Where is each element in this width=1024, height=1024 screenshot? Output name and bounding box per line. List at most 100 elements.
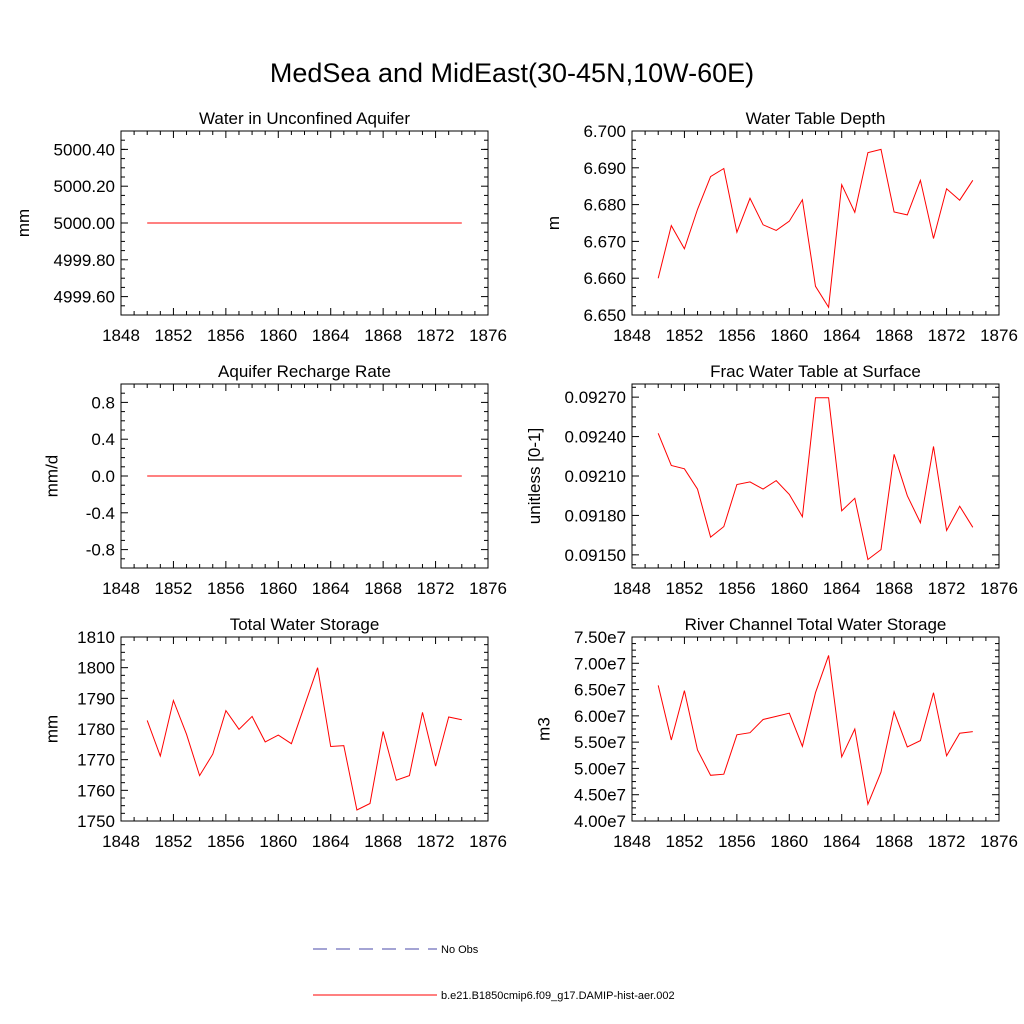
x-tick-label: 1864 xyxy=(312,326,350,345)
y-axis-label: m xyxy=(544,216,563,230)
y-tick-label: 0.4 xyxy=(91,430,115,449)
panel-title: Water in Unconfined Aquifer xyxy=(199,109,410,128)
y-tick-label: 0.0 xyxy=(91,467,115,486)
y-tick-label: -0.4 xyxy=(86,504,115,523)
y-tick-label: 1780 xyxy=(77,720,115,739)
panel-title: Aquifer Recharge Rate xyxy=(218,362,391,381)
x-tick-label: 1848 xyxy=(613,326,651,345)
x-tick-label: 1872 xyxy=(928,579,966,598)
y-tick-label: 5.50e7 xyxy=(574,733,626,752)
panel-6: River Channel Total Water Storage 1848 185… xyxy=(535,615,1018,851)
series-line xyxy=(657,148,974,309)
panels: Water in Unconfined Aquifer 1848 1852 1856 1… xyxy=(14,109,1018,851)
y-tick-label: 6.50e7 xyxy=(574,681,626,700)
panel-4: Frac Water Table at Surface 1848 1852 1856 1… xyxy=(525,362,1018,598)
x-tick-label: 1848 xyxy=(102,832,140,851)
x-tick-label: 1868 xyxy=(875,326,913,345)
y-tick-label: 6.690 xyxy=(583,159,626,178)
x-tick-label: 1876 xyxy=(469,832,507,851)
x-tick-label: 1868 xyxy=(875,832,913,851)
x-tick-label: 1864 xyxy=(823,832,861,851)
y-tick-label: 7.00e7 xyxy=(574,654,626,673)
series-line xyxy=(146,667,462,811)
plot-frame xyxy=(631,130,1000,316)
y-tick-label: 5000.20 xyxy=(54,177,115,196)
x-tick-label: 1852 xyxy=(666,832,704,851)
x-tick-label: 1876 xyxy=(980,326,1018,345)
x-tick-label: 1860 xyxy=(259,579,297,598)
x-tick-label: 1848 xyxy=(102,579,140,598)
x-tick-label: 1860 xyxy=(259,326,297,345)
y-axis-label: m3 xyxy=(535,717,554,741)
plot-frame xyxy=(631,636,1000,822)
x-tick-label: 1876 xyxy=(980,579,1018,598)
plot-frame xyxy=(120,636,489,822)
panel-5: Total Water Storage 1848 1852 1856 1860 1864 1… xyxy=(42,615,507,851)
y-tick-label: 1790 xyxy=(77,689,115,708)
x-tick-label: 1864 xyxy=(312,832,350,851)
panel-3: Aquifer Recharge Rate 1848 1852 1856 1860 186… xyxy=(42,362,507,598)
x-tick-label: 1860 xyxy=(770,579,808,598)
y-tick-label: 6.700 xyxy=(583,122,626,141)
y-tick-label: 6.660 xyxy=(583,269,626,288)
x-tick-label: 1860 xyxy=(770,326,808,345)
y-tick-label: 7.50e7 xyxy=(574,628,626,647)
series-line xyxy=(657,397,974,561)
panel-2: Water Table Depth 1848 1852 1856 1860 1864 186… xyxy=(544,109,1018,345)
y-tick-label: 0.8 xyxy=(91,393,115,412)
x-tick-label: 1872 xyxy=(417,832,455,851)
y-tick-label: 4.50e7 xyxy=(574,786,626,805)
x-tick-label: 1848 xyxy=(613,579,651,598)
x-tick-label: 1852 xyxy=(155,326,193,345)
panel-title: River Channel Total Water Storage xyxy=(685,615,947,634)
x-tick-label: 1868 xyxy=(875,579,913,598)
y-tick-label: 5000.40 xyxy=(54,140,115,159)
panel-title: Water Table Depth xyxy=(746,109,886,128)
panel-title: Total Water Storage xyxy=(230,615,380,634)
x-tick-label: 1856 xyxy=(718,326,756,345)
series-line xyxy=(657,655,973,806)
y-tick-label: 1800 xyxy=(77,659,115,678)
x-tick-label: 1876 xyxy=(469,326,507,345)
x-tick-label: 1868 xyxy=(364,579,402,598)
y-tick-label: 0.09150 xyxy=(565,546,626,565)
y-tick-label: 6.670 xyxy=(583,232,626,251)
x-tick-label: 1876 xyxy=(469,579,507,598)
x-tick-label: 1872 xyxy=(417,326,455,345)
x-tick-label: 1864 xyxy=(823,579,861,598)
x-tick-label: 1848 xyxy=(102,326,140,345)
x-tick-label: 1864 xyxy=(312,579,350,598)
x-tick-label: 1856 xyxy=(207,579,245,598)
y-tick-label: 5.00e7 xyxy=(574,759,626,778)
y-tick-label: 0.09180 xyxy=(565,506,626,525)
x-tick-label: 1852 xyxy=(155,579,193,598)
x-tick-label: 1872 xyxy=(928,832,966,851)
panel-title: Frac Water Table at Surface xyxy=(710,362,921,381)
plot-frame xyxy=(631,383,1000,569)
x-tick-label: 1864 xyxy=(823,326,861,345)
y-tick-label: 1810 xyxy=(77,628,115,647)
y-tick-label: 6.00e7 xyxy=(574,707,626,726)
x-tick-label: 1856 xyxy=(207,326,245,345)
legend-model-label: b.e21.B1850cmip6.f09_g17.DAMIP-hist-aer.… xyxy=(441,990,675,1002)
x-tick-label: 1860 xyxy=(770,832,808,851)
x-tick-label: 1872 xyxy=(928,326,966,345)
figure-title: MedSea and MidEast(30-45N,10W-60E) xyxy=(270,58,754,88)
x-tick-label: 1856 xyxy=(207,832,245,851)
y-axis-label: unitless [0-1] xyxy=(525,428,544,524)
y-tick-label: -0.8 xyxy=(86,541,115,560)
y-axis-label: mm xyxy=(42,715,61,743)
x-tick-label: 1868 xyxy=(364,832,402,851)
x-tick-label: 1872 xyxy=(417,579,455,598)
y-tick-label: 1750 xyxy=(77,812,115,831)
x-tick-label: 1876 xyxy=(980,832,1018,851)
y-tick-label: 4999.80 xyxy=(54,251,115,270)
x-tick-label: 1860 xyxy=(259,832,297,851)
y-tick-label: 0.09240 xyxy=(565,428,626,447)
y-axis-label: mm xyxy=(14,209,33,237)
x-tick-label: 1848 xyxy=(613,832,651,851)
y-tick-label: 0.09270 xyxy=(565,388,626,407)
x-tick-label: 1856 xyxy=(718,579,756,598)
y-tick-label: 1770 xyxy=(77,751,115,770)
